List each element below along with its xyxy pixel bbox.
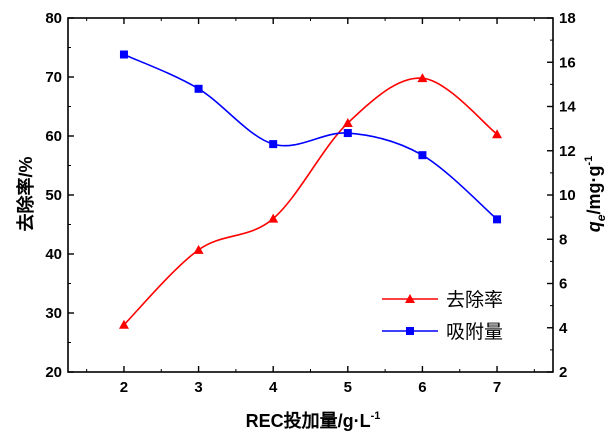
y-right-tick-label: 4 <box>559 320 568 337</box>
legend-label: 吸附量 <box>446 321 503 343</box>
x-tick-label: 7 <box>493 379 501 396</box>
data-point <box>342 118 353 128</box>
series-line <box>123 53 498 220</box>
y-left-tick-label: 40 <box>45 246 62 263</box>
y-axis-right-label: qe/mg·g-1 <box>583 156 608 232</box>
y-left-tick-label: 80 <box>45 10 62 27</box>
y-left-tick-label: 30 <box>45 305 62 322</box>
x-tick-label: 4 <box>269 379 278 396</box>
y-left-tick-label: 70 <box>45 69 62 86</box>
y-right-tick-label: 6 <box>559 276 567 293</box>
y-right-tick-label: 16 <box>559 54 576 71</box>
data-point <box>119 50 128 59</box>
data-point <box>493 215 502 224</box>
legend-marker <box>405 294 415 303</box>
legend-label: 去除率 <box>446 289 503 311</box>
legend-item: 去除率 <box>382 289 503 311</box>
y-left-tick-label: 60 <box>45 128 62 145</box>
series-1 <box>118 73 503 329</box>
legend-marker <box>406 327 414 335</box>
data-point <box>269 140 278 149</box>
data-point <box>492 129 503 139</box>
axes: 2 3 4 5 6 7 20 30 40 50 60 70 80 2 4 6 8 10 12 14 16 18 <box>45 10 576 396</box>
x-tick-label: 3 <box>194 379 202 396</box>
data-point <box>268 213 279 223</box>
x-tick-label: 5 <box>344 379 352 396</box>
y-left-tick-label: 20 <box>45 364 62 381</box>
y-axis-left-label: 去除率/% <box>15 156 36 231</box>
y-right-tick-label: 12 <box>559 143 576 160</box>
data-point <box>343 129 352 138</box>
y-right-tick-label: 10 <box>559 187 576 204</box>
y-left-tick-label: 50 <box>45 187 62 204</box>
y-right-tick-label: 2 <box>559 364 567 381</box>
data-point <box>194 84 203 93</box>
y-right-tick-label: 14 <box>559 99 576 116</box>
y-right-tick-label: 18 <box>559 10 576 27</box>
x-tick-label: 2 <box>120 379 128 396</box>
data-point <box>418 151 427 160</box>
y-right-tick-label: 8 <box>559 231 567 248</box>
data-point <box>417 73 428 83</box>
data-point <box>193 244 204 254</box>
x-tick-label: 6 <box>418 379 426 396</box>
plot-frame <box>67 17 554 373</box>
legend-item: 吸附量 <box>382 321 503 343</box>
data-point <box>118 319 129 329</box>
x-axis-label: REC投加量/g·L-1 <box>246 410 381 431</box>
series-2 <box>119 50 502 224</box>
series-layer <box>118 50 503 329</box>
series-line <box>123 77 498 326</box>
